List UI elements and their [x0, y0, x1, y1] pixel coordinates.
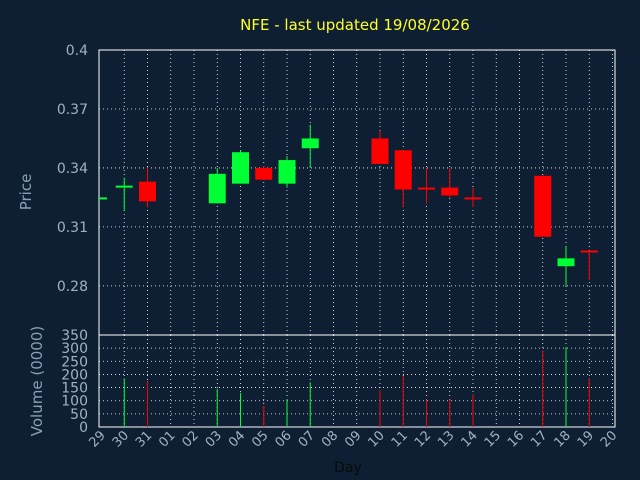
candle-body: [232, 152, 249, 184]
candle: [441, 167, 459, 198]
candle-body: [371, 138, 389, 164]
x-tick-label: 14: [459, 428, 481, 450]
chart-title: NFE - last updated 19/08/2026: [240, 16, 470, 34]
volume-tick-label: 350: [61, 328, 88, 344]
x-tick-label: 02: [180, 428, 202, 450]
candle: [208, 167, 226, 204]
price-axis-label: Price: [17, 174, 35, 211]
x-axis-label: Day: [334, 460, 362, 476]
volume-tick-label: 100: [61, 394, 88, 410]
x-tick-label: 07: [296, 428, 318, 450]
candle: [418, 167, 435, 204]
price-tick-label: 0.28: [57, 279, 88, 295]
x-tick-label: 13: [435, 428, 457, 450]
volume-bars: [123, 346, 590, 427]
volume-tick-label: 300: [61, 341, 88, 357]
candle-body: [301, 138, 319, 149]
candle: [278, 156, 296, 188]
candle: [394, 150, 412, 208]
x-tick-label: 29: [87, 428, 109, 450]
volume-tick-label: 50: [70, 407, 88, 423]
volume-gridlines: [99, 335, 615, 427]
candle-body: [534, 175, 552, 237]
x-tick-label: 20: [598, 428, 620, 450]
candle-body: [464, 197, 482, 200]
volume-axis-label: Volume (0000): [28, 326, 46, 436]
x-tick-label: 17: [528, 428, 550, 450]
candle: [232, 150, 249, 184]
x-tick-label: 11: [389, 428, 411, 450]
price-tick-label: 0.37: [57, 102, 88, 118]
candle-body: [278, 160, 296, 184]
candle-body: [418, 187, 435, 190]
x-tick-label: 01: [156, 428, 178, 450]
candle-body: [208, 173, 226, 204]
candle: [255, 165, 273, 180]
candles: [99, 124, 598, 286]
candle: [580, 250, 598, 280]
x-tick-label: 31: [133, 428, 155, 450]
x-tick-label: 16: [505, 428, 527, 450]
candle: [301, 124, 319, 168]
candle: [371, 130, 389, 164]
candle: [557, 246, 575, 286]
candle: [139, 167, 156, 208]
candle-body: [115, 185, 133, 188]
price-tick-label: 0.31: [57, 220, 88, 236]
candle-body: [580, 250, 598, 253]
candle-body: [441, 187, 459, 196]
candle-body: [255, 167, 273, 180]
price-tick-label: 0.34: [57, 161, 88, 177]
x-tick-label: 30: [110, 428, 132, 450]
x-tick-label: 12: [412, 428, 434, 450]
x-tick-label: 04: [226, 428, 248, 450]
x-tick-label: 06: [273, 428, 295, 450]
volume-tick-label: 250: [61, 354, 88, 370]
x-tick-label: 08: [319, 428, 341, 450]
x-tick-label: 18: [552, 428, 574, 450]
candle: [99, 197, 107, 200]
x-tick-label: 05: [249, 428, 271, 450]
x-tick-label: 10: [366, 428, 388, 450]
candle: [115, 177, 133, 212]
price-tick-label: 0.4: [66, 43, 88, 59]
candle-body: [99, 197, 107, 200]
candle-body: [394, 150, 412, 190]
x-ticks: 29 30 31 01 02 03 04 05 06 07 08 09 10 11 12 13 14 15 16 17…: [87, 428, 621, 450]
candle-body: [139, 181, 156, 202]
price-y-ticks: 0.4 0.37 0.34 0.31 0.28: [57, 43, 88, 295]
x-tick-label: 09: [342, 428, 364, 450]
volume-tick-label: 150: [61, 381, 88, 397]
x-tick-label: 15: [482, 428, 504, 450]
candle-body: [557, 258, 575, 267]
x-tick-label: 19: [575, 428, 597, 450]
x-tick-label: 03: [203, 428, 225, 450]
volume-plot-border: [98, 334, 616, 428]
volume-tick-label: 200: [61, 367, 88, 383]
candle: [464, 187, 482, 208]
candle: [534, 175, 552, 237]
volume-tick-label: 0: [79, 420, 88, 436]
